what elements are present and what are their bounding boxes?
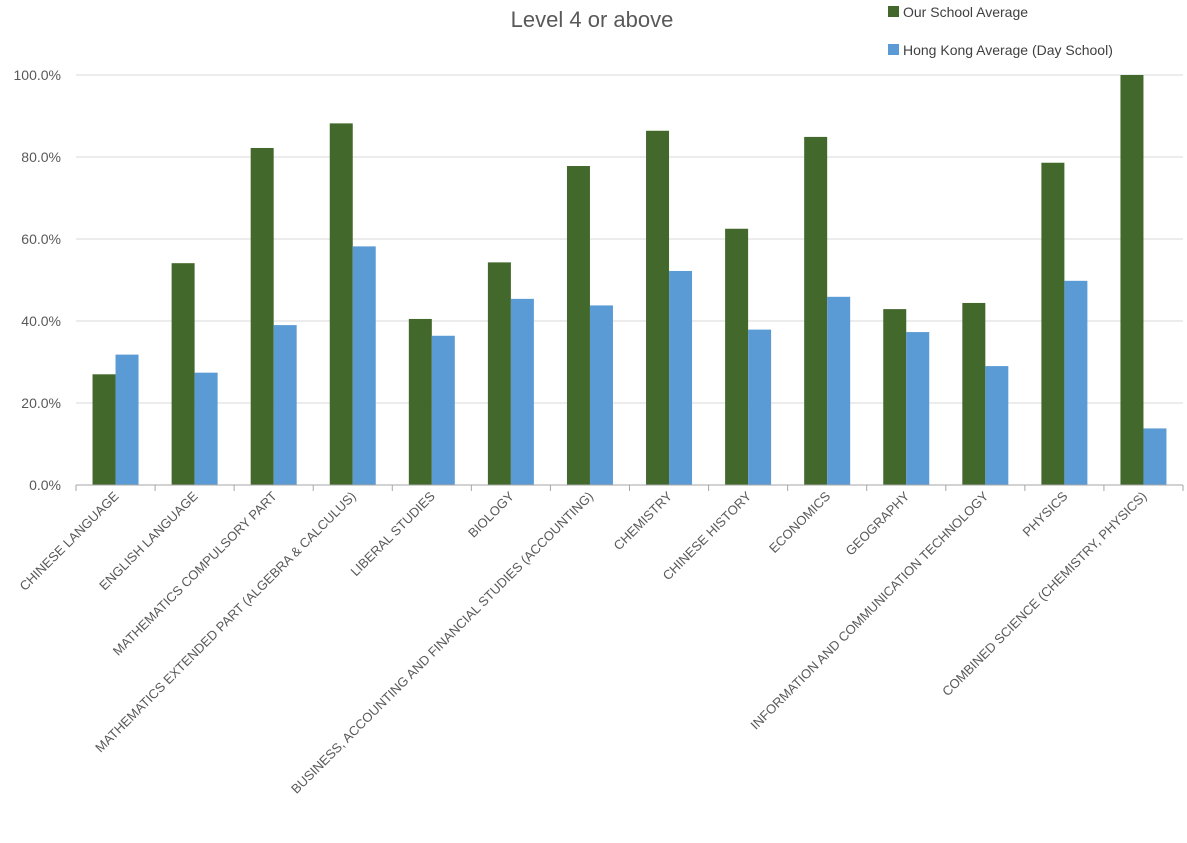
- bar-hong-kong: [510, 298, 534, 485]
- y-axis: 0.0% 20.0% 40.0% 60.0% 80.0% 100.0%: [14, 67, 61, 493]
- bar-hong-kong: [431, 335, 455, 485]
- y-tick-label: 20.0%: [21, 395, 61, 411]
- bar-our-school: [408, 318, 432, 485]
- bar-hong-kong: [1064, 280, 1088, 485]
- x-category-label: MATHEMATICS EXTENDED PART (ALGEBRA & CAL…: [92, 489, 359, 756]
- bar-our-school: [725, 228, 749, 485]
- legend: Our School Average Hong Kong Average (Da…: [888, 4, 1113, 58]
- bar-hong-kong: [748, 329, 772, 485]
- x-category-label: CHINESE HISTORY: [660, 488, 755, 583]
- y-tick-label: 80.0%: [21, 149, 61, 165]
- bar-hong-kong: [827, 296, 851, 485]
- x-category-label: CHEMISTRY: [611, 488, 676, 553]
- legend-label-our-school: Our School Average: [903, 4, 1028, 20]
- bar-hong-kong: [115, 354, 139, 485]
- bar-our-school: [1041, 162, 1065, 486]
- chart-title: Level 4 or above: [511, 7, 674, 32]
- x-category-label: BIOLOGY: [465, 488, 517, 540]
- bars: [92, 75, 1167, 486]
- legend-swatch-hong-kong: [888, 44, 899, 55]
- x-category-label: PHYSICS: [1020, 488, 1071, 539]
- bar-hong-kong: [194, 372, 218, 485]
- bar-our-school: [804, 136, 828, 485]
- bar-hong-kong: [352, 246, 376, 485]
- x-category-label: GEOGRAPHY: [843, 488, 913, 558]
- legend-swatch-our-school: [888, 6, 899, 17]
- bar-our-school: [566, 166, 590, 485]
- bar-hong-kong: [906, 332, 930, 485]
- bar-our-school: [883, 309, 907, 485]
- bar-our-school: [487, 262, 511, 485]
- bar-hong-kong: [273, 325, 297, 485]
- x-category-label: BUSINESS, ACCOUNTING AND FINANCIAL STUDI…: [288, 489, 596, 797]
- bar-our-school: [1120, 75, 1144, 485]
- bar-our-school: [646, 130, 670, 485]
- bar-hong-kong: [1143, 428, 1167, 485]
- bar-our-school: [962, 302, 986, 485]
- y-tick-label: 0.0%: [29, 477, 61, 493]
- y-tick-label: 60.0%: [21, 231, 61, 247]
- bar-our-school: [250, 147, 274, 486]
- bar-hong-kong: [985, 366, 1009, 485]
- x-category-label: ECONOMICS: [766, 488, 834, 556]
- bar-our-school: [92, 374, 116, 485]
- bar-hong-kong: [589, 305, 613, 485]
- bar-our-school: [171, 263, 195, 485]
- x-category-label: LIBERAL STUDIES: [347, 488, 438, 579]
- bar-our-school: [329, 123, 353, 485]
- bar-hong-kong: [669, 270, 693, 485]
- x-category-label: MATHEMATICS COMPULSORY PART: [110, 488, 280, 658]
- gridlines: [76, 74, 1183, 404]
- y-tick-label: 40.0%: [21, 313, 61, 329]
- y-tick-label: 100.0%: [14, 67, 61, 83]
- legend-label-hong-kong: Hong Kong Average (Day School): [903, 42, 1113, 58]
